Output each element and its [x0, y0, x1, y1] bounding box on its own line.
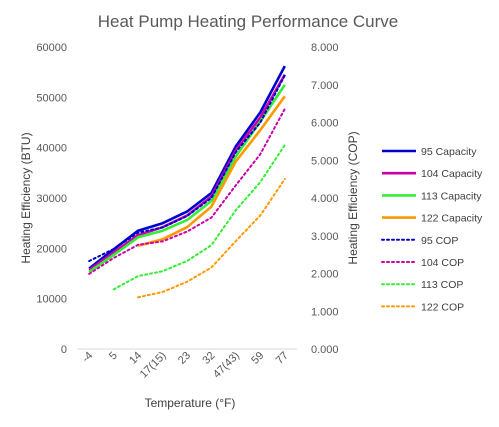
y-axis-title: Heating Efficiency (BTU)	[19, 132, 33, 263]
y2-tick-label: 8.000	[311, 42, 339, 54]
y2-tick-label: 3.000	[311, 231, 339, 243]
y2-tick-label: 6.000	[311, 118, 339, 130]
legend-item: 95 COP	[381, 235, 458, 247]
y2-tick-label: 2.000	[311, 269, 339, 281]
series-line-122-capacity	[137, 95, 286, 248]
x-tick-label: -4	[80, 350, 95, 365]
y-tick-label: 10000	[36, 294, 67, 306]
series-line-104-cop	[88, 107, 286, 275]
legend-label: 113 COP	[421, 279, 463, 291]
legend-item: 122 Capacity	[382, 213, 483, 225]
x-tick-label: 5	[107, 350, 120, 363]
legend-item: 113 COP	[381, 279, 463, 291]
x-tick-label: 17(15)	[138, 350, 169, 381]
y-tick-label: 0	[61, 344, 67, 356]
series-line-104-capacity	[88, 74, 286, 272]
y-tick-label: 40000	[36, 143, 67, 155]
legend-item: 113 Capacity	[382, 190, 482, 202]
series-line-95-capacity	[88, 65, 286, 270]
x-tick-label: 14	[127, 350, 144, 367]
y2-tick-label: 1.000	[311, 306, 339, 318]
y-tick-label: 30000	[36, 193, 67, 205]
x-tick-label: 77	[274, 350, 291, 367]
series-line-113-capacity	[88, 84, 286, 274]
x-tick-label: 23	[176, 350, 193, 367]
legend-item: 104 Capacity	[382, 168, 483, 180]
y2-tick-label: 4.000	[311, 193, 339, 205]
series-line-122-cop	[137, 178, 286, 299]
legend-label: 95 COP	[421, 235, 458, 247]
legend-item: 104 COP	[381, 257, 464, 269]
y-tick-label: 50000	[36, 92, 67, 104]
series-line-95-cop	[88, 74, 286, 262]
legend: 95 Capacity 104 Capacity 113 Capacity 122 C…	[381, 146, 483, 313]
series-layer	[88, 65, 286, 299]
x-tick-label: 59	[249, 350, 266, 367]
x-tick-label: 47(43)	[211, 350, 242, 381]
y2-axis-title: Heating Efficiency (COP)	[346, 131, 360, 264]
legend-label: 113 Capacity	[421, 190, 482, 202]
y2-tick-label: 5.000	[311, 155, 339, 167]
legend-label: 122 Capacity	[421, 213, 483, 225]
legend-label: 104 Capacity	[421, 168, 483, 180]
legend-label: 104 COP	[421, 257, 464, 269]
chart-title: Heat Pump Heating Performance Curve	[98, 12, 398, 31]
y-tick-label: 20000	[36, 243, 67, 255]
y-axis-ticks: 0 10000 20000 30000 40000 50000 60000	[36, 42, 67, 356]
x-tick-label: 32	[200, 350, 217, 367]
legend-label: 95 Capacity	[421, 146, 477, 158]
series-line-113-cop	[112, 144, 286, 291]
y-tick-label: 60000	[36, 42, 67, 54]
y2-tick-label: 0.000	[311, 344, 339, 356]
x-axis-title: Temperature (°F)	[145, 396, 236, 410]
legend-item: 95 Capacity	[382, 146, 477, 158]
y2-axis-ticks: 0.000 1.000 2.000 3.000 4.000 5.000 6.000 7.000…	[311, 42, 339, 356]
y2-tick-label: 7.000	[311, 80, 339, 92]
legend-item: 122 COP	[381, 301, 464, 313]
legend-label: 122 COP	[421, 301, 464, 313]
